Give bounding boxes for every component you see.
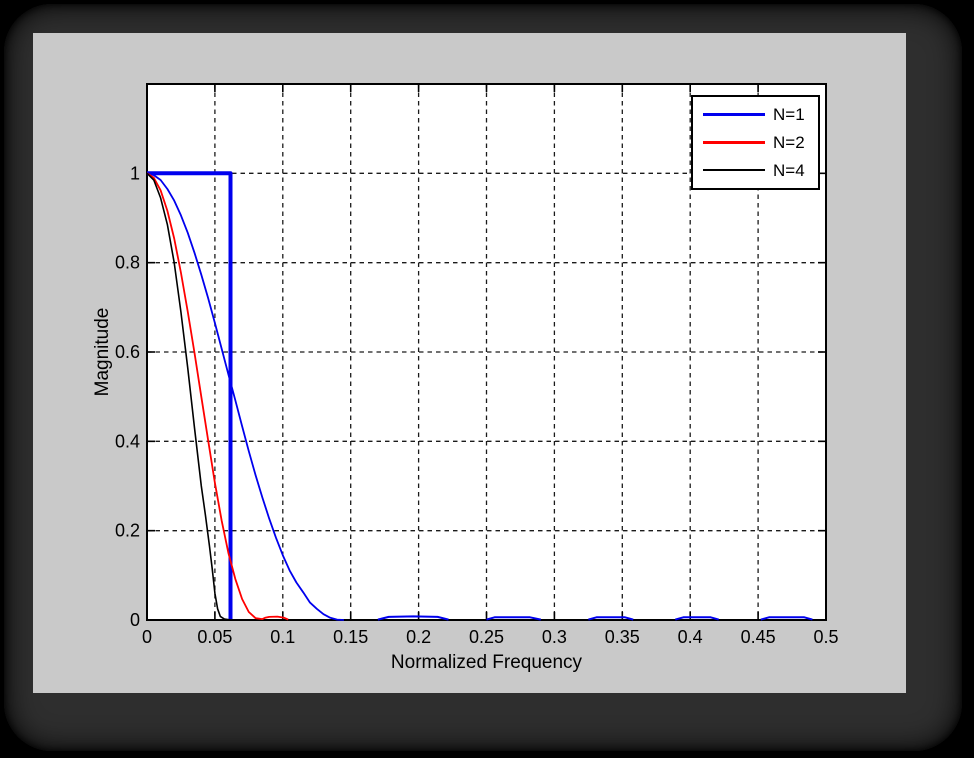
x-tick-label: 0.1 — [270, 627, 295, 647]
series-N=1-mainlobe — [146, 172, 344, 621]
legend-entry-n1: N=1 — [703, 102, 818, 128]
legend-entry-n4: N=4 — [703, 157, 818, 183]
x-tick-label: 0.35 — [605, 627, 640, 647]
x-tick-label: 0.3 — [542, 627, 567, 647]
series-ideal-lowpass-rect — [147, 171, 233, 620]
y-tick-label: 0 — [130, 610, 140, 630]
x-tick-label: 0.15 — [333, 627, 368, 647]
legend-label-n4: N=4 — [773, 160, 805, 180]
series-N=1-sidelobe-4 — [675, 616, 719, 621]
y-tick-label: 0.6 — [115, 342, 140, 362]
x-axis-label: Normalized Frequency — [390, 652, 583, 673]
legend-entry-n2: N=2 — [703, 129, 818, 155]
y-tick-label: 1 — [130, 163, 140, 183]
legend-line-sample-n2 — [703, 140, 765, 144]
x-tick-label: 0.25 — [469, 627, 504, 647]
x-tick-label: 0.5 — [813, 627, 838, 647]
x-tick-label: 0 — [142, 627, 152, 647]
y-tick-label: 0.2 — [115, 521, 140, 541]
legend-line-sample-n1 — [703, 113, 765, 117]
y-tick-label: 0.8 — [115, 253, 140, 273]
series-N=1-sidelobe-2 — [486, 616, 542, 621]
x-tick-label: 0.05 — [197, 627, 232, 647]
legend-line-sample-n4 — [703, 169, 765, 172]
y-axis-label: Magnitude — [92, 307, 113, 397]
legend-label-n2: N=2 — [773, 132, 805, 152]
series-N=1-sidelobe-3 — [588, 616, 634, 621]
legend: N=1 N=2 N=4 — [691, 95, 820, 190]
x-tick-label: 0.4 — [678, 627, 703, 647]
series-N=2 — [146, 172, 289, 621]
x-tick-label: 0.2 — [406, 627, 431, 647]
legend-label-n1: N=1 — [773, 105, 805, 125]
series-N=1-sidelobe-5 — [760, 616, 813, 621]
series-N=1-sidelobe-1 — [377, 615, 449, 621]
series-N=4 — [146, 172, 232, 621]
y-tick-label: 0.4 — [115, 431, 140, 451]
x-tick-label: 0.45 — [741, 627, 776, 647]
